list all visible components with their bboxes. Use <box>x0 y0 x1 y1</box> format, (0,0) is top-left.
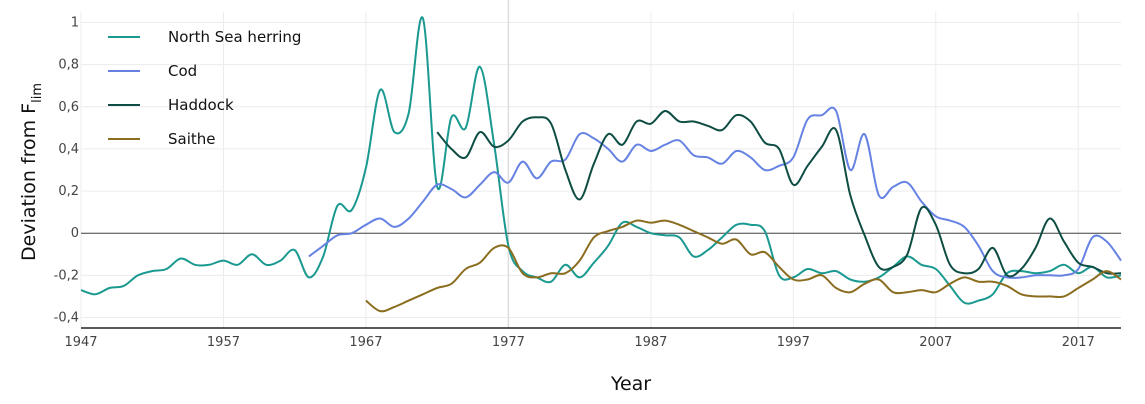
series-line-saithe <box>365 219 1122 313</box>
x-tick-label: 1947 <box>64 335 97 350</box>
x-tick-label: 1967 <box>349 335 382 350</box>
x-tick-label: 2017 <box>1062 335 1095 350</box>
legend-item-cod: Cod <box>108 62 197 80</box>
x-tick-labels: 1947 1957 1967 1977 1987 1997 2007 2017 <box>64 335 1094 350</box>
y-tick-label: -0,4 <box>54 310 79 325</box>
y-axis-title-main: Deviation from F <box>18 103 40 261</box>
y-tick-label: 0,8 <box>58 58 79 73</box>
y-tick-labels: -0,4 -0,2 0 0,2 0,4 0,6 0,8 1 <box>54 16 79 326</box>
grid-lines <box>80 12 1121 328</box>
y-tick-label: 0 <box>71 226 79 241</box>
y-tick-label: -0,2 <box>54 268 79 283</box>
legend-label: Cod <box>168 62 197 80</box>
x-tick-label: 1957 <box>207 335 240 350</box>
x-tick-label: 1997 <box>777 335 810 350</box>
y-tick-label: 0,4 <box>58 142 79 157</box>
legend-label: Haddock <box>168 96 234 114</box>
y-axis-title-subscript: lim <box>30 83 45 103</box>
x-tick-label: 1987 <box>634 335 667 350</box>
legend-label: Saithe <box>168 130 216 148</box>
series-line-cod <box>308 106 1122 279</box>
x-axis-title: Year <box>610 373 651 395</box>
y-axis-title: Deviation from Flim <box>18 83 45 261</box>
y-tick-label: 0,2 <box>58 184 79 199</box>
legend: North Sea herring Cod Haddock Saithe <box>108 28 301 148</box>
series-lines <box>80 16 1122 313</box>
y-tick-label: 1 <box>71 16 79 31</box>
series-line-haddock <box>436 110 1122 278</box>
legend-item-haddock: Haddock <box>108 96 234 114</box>
x-tick-label: 1977 <box>492 335 525 350</box>
legend-label: North Sea herring <box>168 28 301 46</box>
legend-item-north-sea-herring: North Sea herring <box>108 28 301 46</box>
x-tick-label: 2007 <box>919 335 952 350</box>
reference-lines <box>81 0 1121 328</box>
series-line-north-sea-herring <box>80 16 1122 305</box>
y-tick-label: 0,6 <box>58 100 79 115</box>
legend-item-saithe: Saithe <box>108 130 216 148</box>
